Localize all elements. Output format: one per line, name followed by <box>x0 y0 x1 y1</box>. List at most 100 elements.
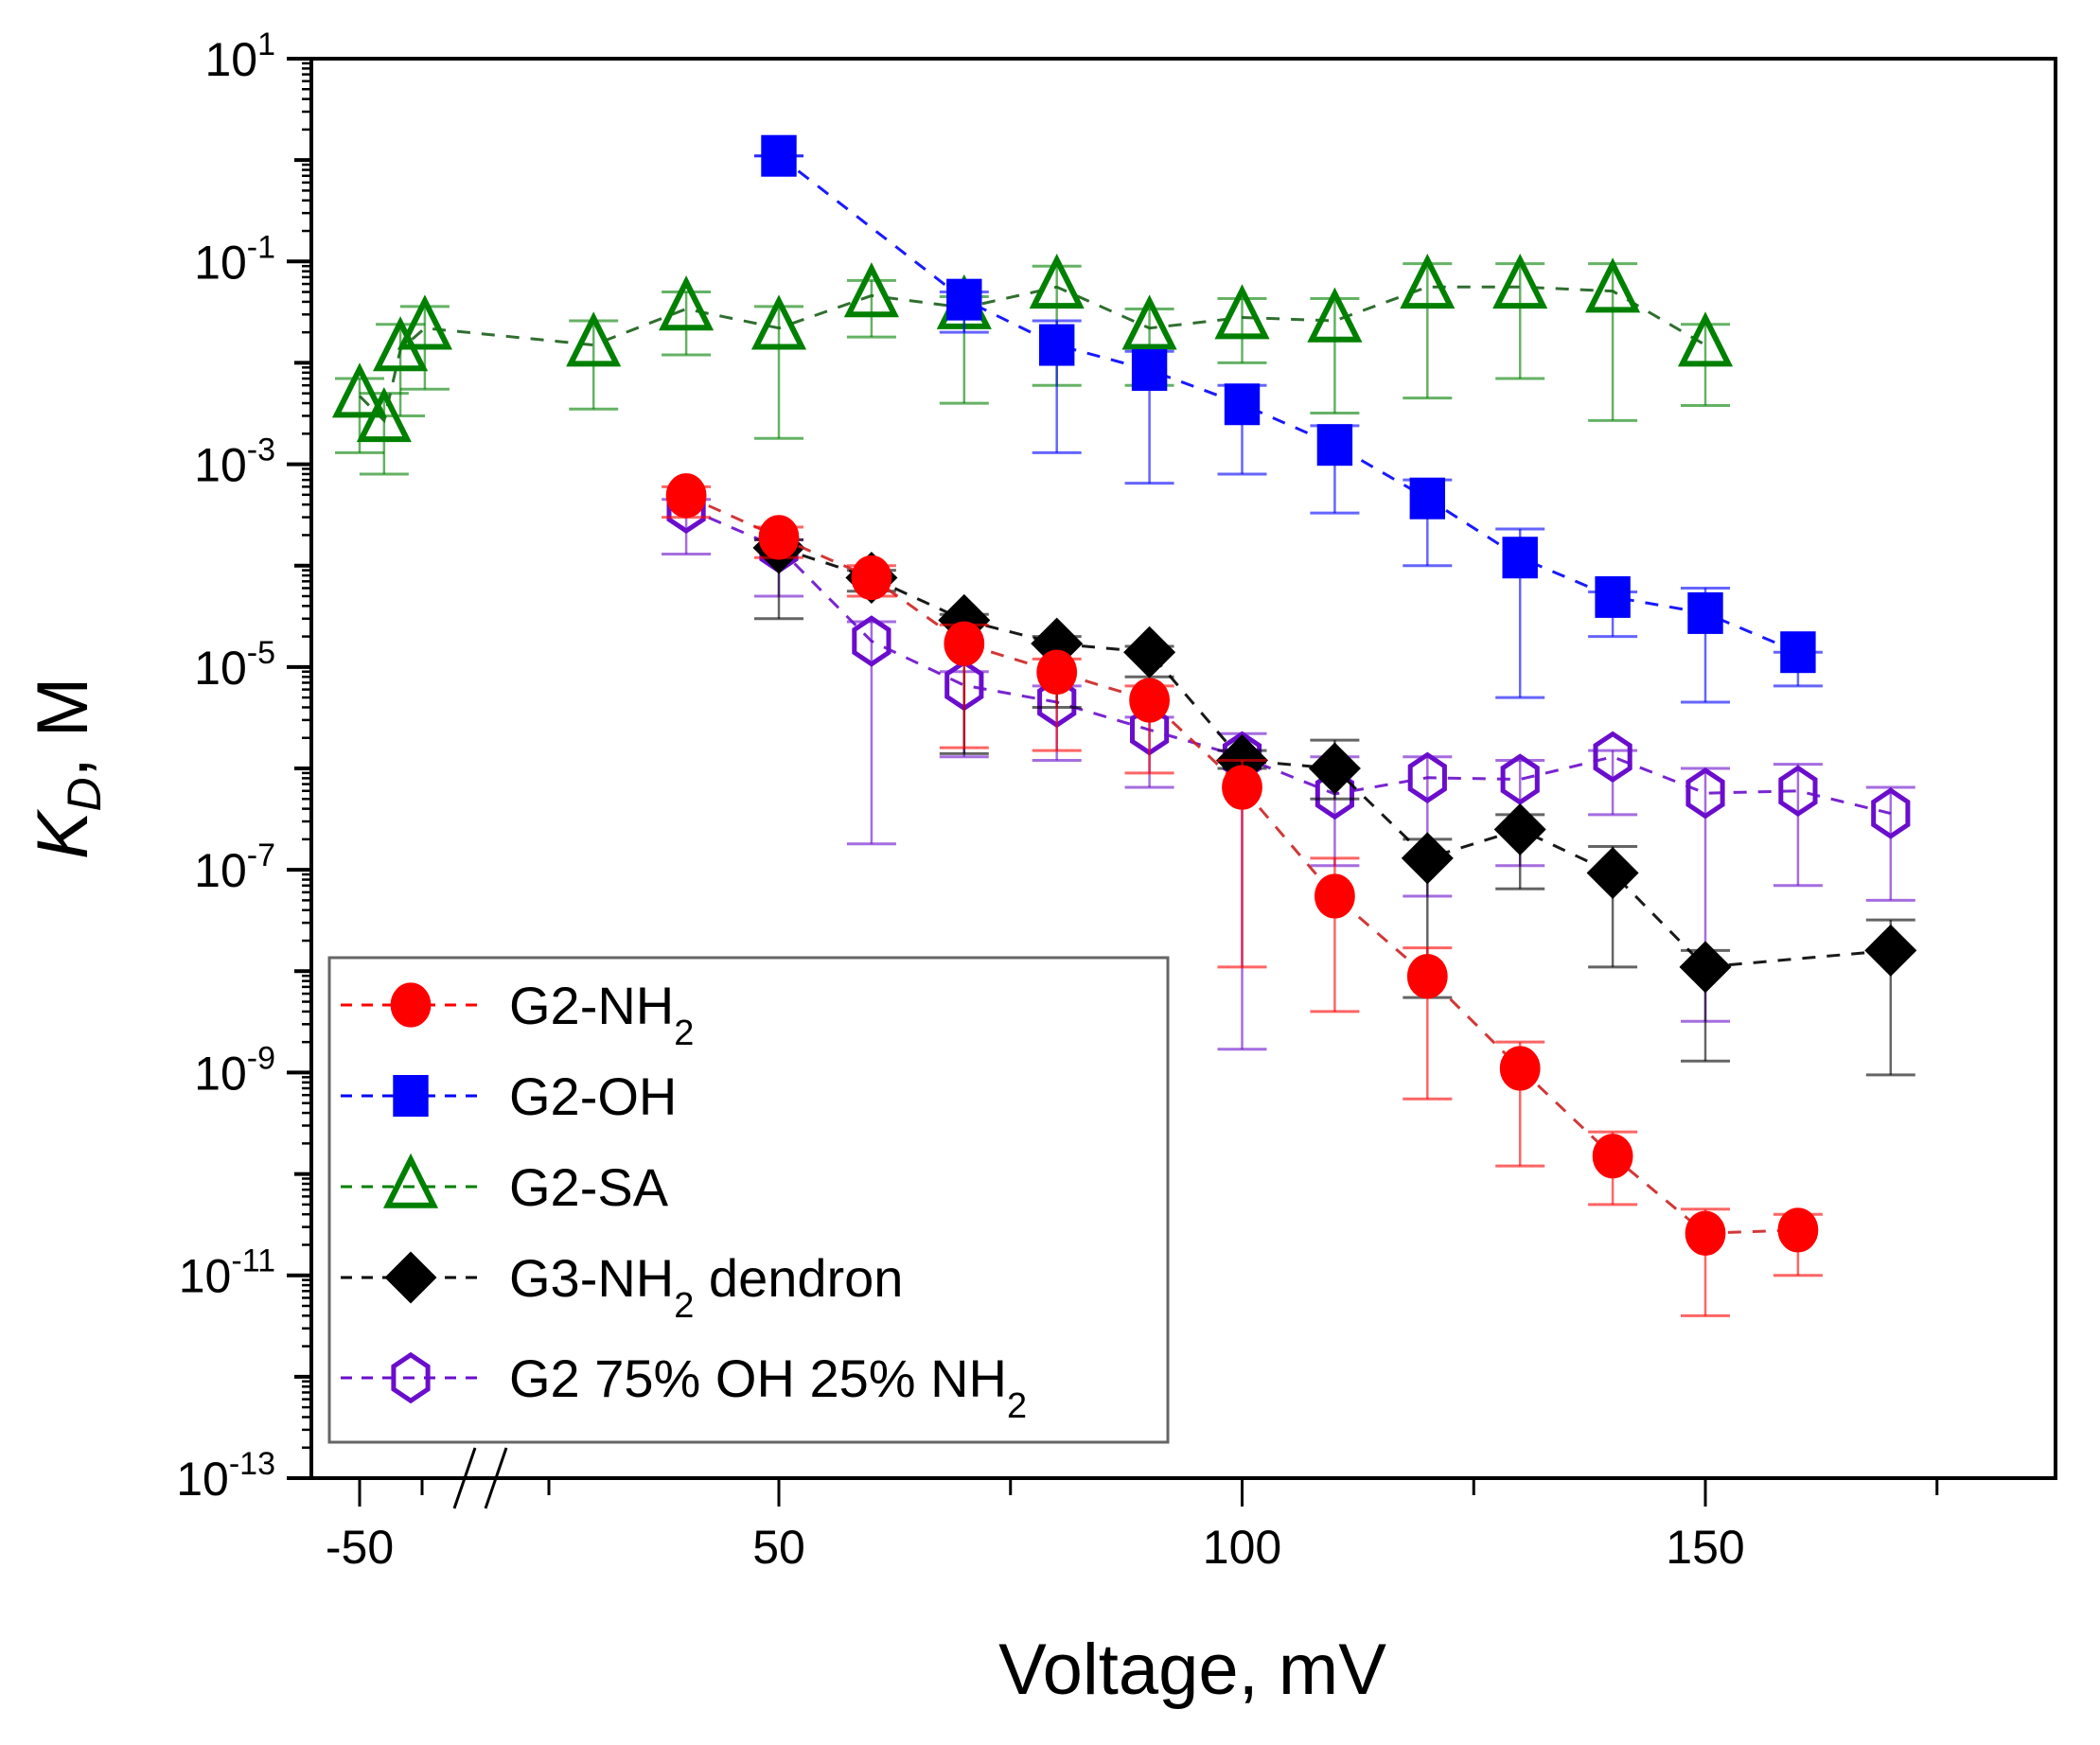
data-point-hexagon <box>852 615 891 667</box>
legend-item: G2-SA <box>341 1153 669 1217</box>
legend-item: G2 75% OH 25% NH2 <box>341 1348 1027 1426</box>
y-axis-title: KD, M <box>23 678 111 859</box>
y-tick-base: 10 <box>194 642 247 695</box>
data-point-circle <box>1592 1134 1633 1179</box>
legend-label-subscript: 2 <box>1007 1386 1027 1426</box>
y-tick-label: 10-13 <box>176 1446 275 1506</box>
y-tick-label: 10-7 <box>194 837 275 897</box>
y-tick-exponent: -11 <box>231 1243 275 1279</box>
legend-label-main: G2-OH <box>509 1066 677 1126</box>
data-point-diamond <box>1493 803 1546 856</box>
data-point-triangle <box>1677 311 1734 367</box>
data-point-square <box>1502 537 1538 579</box>
data-point-square <box>1687 591 1723 634</box>
y-tick-base: 10 <box>176 1453 229 1506</box>
data-point-diamond <box>384 1251 437 1304</box>
data-point-diamond <box>1586 847 1639 900</box>
data-point-circle <box>851 555 892 601</box>
data-point-square <box>1131 348 1168 391</box>
x-tick-label: -50 <box>326 1521 394 1574</box>
data-point-triangle <box>1307 287 1363 343</box>
y-tick-base: 10 <box>194 236 247 289</box>
data-point-square <box>1409 477 1445 520</box>
legend-label-main: G3-NH <box>509 1248 674 1308</box>
data-point-circle <box>1777 1207 1819 1253</box>
series-g2-sa <box>331 253 1734 476</box>
y-tick-exponent: -5 <box>247 635 275 671</box>
data-point-circle <box>1685 1210 1726 1256</box>
legend-label-main: G2 75% OH 25% NH <box>509 1348 1007 1408</box>
x-tick-label: 150 <box>1666 1521 1744 1574</box>
legend-label-main: G2-NH <box>509 976 674 1035</box>
data-point-square <box>1039 324 1075 366</box>
data-point-hexagon <box>1871 787 1911 839</box>
legend-label-rest: dendron <box>694 1248 903 1308</box>
data-point-circle <box>665 473 707 519</box>
data-point-square <box>1780 631 1816 674</box>
data-point-triangle <box>1492 253 1548 309</box>
y-axis-title-unit: , M <box>23 678 103 778</box>
x-axis-title: Voltage, mV <box>998 1630 1386 1710</box>
y-tick-base: 10 <box>194 439 247 492</box>
axis-break-mark <box>484 1447 508 1509</box>
data-point-triangle <box>843 262 899 318</box>
data-point-circle <box>944 621 985 666</box>
axis-break-mark <box>452 1447 477 1509</box>
data-point-diamond <box>1308 742 1361 795</box>
data-point-circle <box>1499 1046 1541 1091</box>
legend-label-subscript: 2 <box>674 1286 694 1326</box>
y-tick-base: 10 <box>179 1250 232 1303</box>
data-point-triangle <box>659 275 715 331</box>
data-point-square <box>1316 424 1353 467</box>
data-point-square <box>761 134 797 177</box>
y-tick-label: 10-9 <box>194 1040 275 1100</box>
y-tick-label: 10-11 <box>179 1243 275 1303</box>
data-point-square <box>393 1075 429 1117</box>
series-g2-oh <box>754 134 1823 704</box>
x-tick-label: 100 <box>1203 1521 1281 1574</box>
x-tick-label: 50 <box>752 1521 805 1574</box>
legend-item: G2-OH <box>341 1066 677 1126</box>
y-tick-label: 101 <box>204 26 275 86</box>
y-axis-title-sub: D <box>58 777 111 811</box>
data-point-circle <box>390 982 432 1028</box>
legend-item: G2-NH2 <box>341 976 694 1053</box>
legend-label: G2-OH <box>509 1066 677 1126</box>
series-layer <box>331 134 1917 1317</box>
data-point-circle <box>1129 678 1170 723</box>
y-tick-exponent: 1 <box>257 26 275 62</box>
data-point-circle <box>758 515 800 560</box>
data-point-triangle <box>750 294 807 350</box>
legend-label-main: G2-SA <box>509 1157 669 1217</box>
data-point-circle <box>1406 954 1448 999</box>
y-tick-base: 10 <box>194 1047 247 1100</box>
y-tick-label: 10-1 <box>194 229 275 289</box>
y-tick-base: 10 <box>194 844 247 897</box>
y-tick-base: 10 <box>204 33 257 86</box>
y-axis-title-k: K <box>23 808 103 859</box>
legend-label: G3-NH2 dendron <box>509 1248 903 1326</box>
data-point-triangle <box>1121 294 1177 350</box>
data-point-circle <box>1036 649 1078 695</box>
data-point-diamond <box>1864 924 1917 977</box>
data-point-circle <box>1222 765 1262 810</box>
y-tick-label: 10-3 <box>194 432 275 492</box>
x-axis: -50 50 100 150 <box>326 1447 1939 1574</box>
series-g2-nh2 <box>662 473 1823 1317</box>
data-point-diamond <box>1401 832 1454 885</box>
y-tick-exponent: -7 <box>247 837 275 873</box>
data-point-hexagon <box>1407 751 1447 804</box>
data-point-square <box>1224 383 1261 426</box>
data-point-triangle <box>1400 253 1456 309</box>
y-tick-exponent: -9 <box>247 1040 275 1076</box>
data-point-square <box>946 278 982 321</box>
y-tick-exponent: -3 <box>247 432 275 468</box>
legend-item: G3-NH2 dendron <box>341 1248 903 1326</box>
data-point-triangle <box>397 294 452 350</box>
y-tick-exponent: -13 <box>229 1446 275 1482</box>
data-point-triangle <box>356 387 412 443</box>
y-tick-label: 10-5 <box>194 635 275 695</box>
